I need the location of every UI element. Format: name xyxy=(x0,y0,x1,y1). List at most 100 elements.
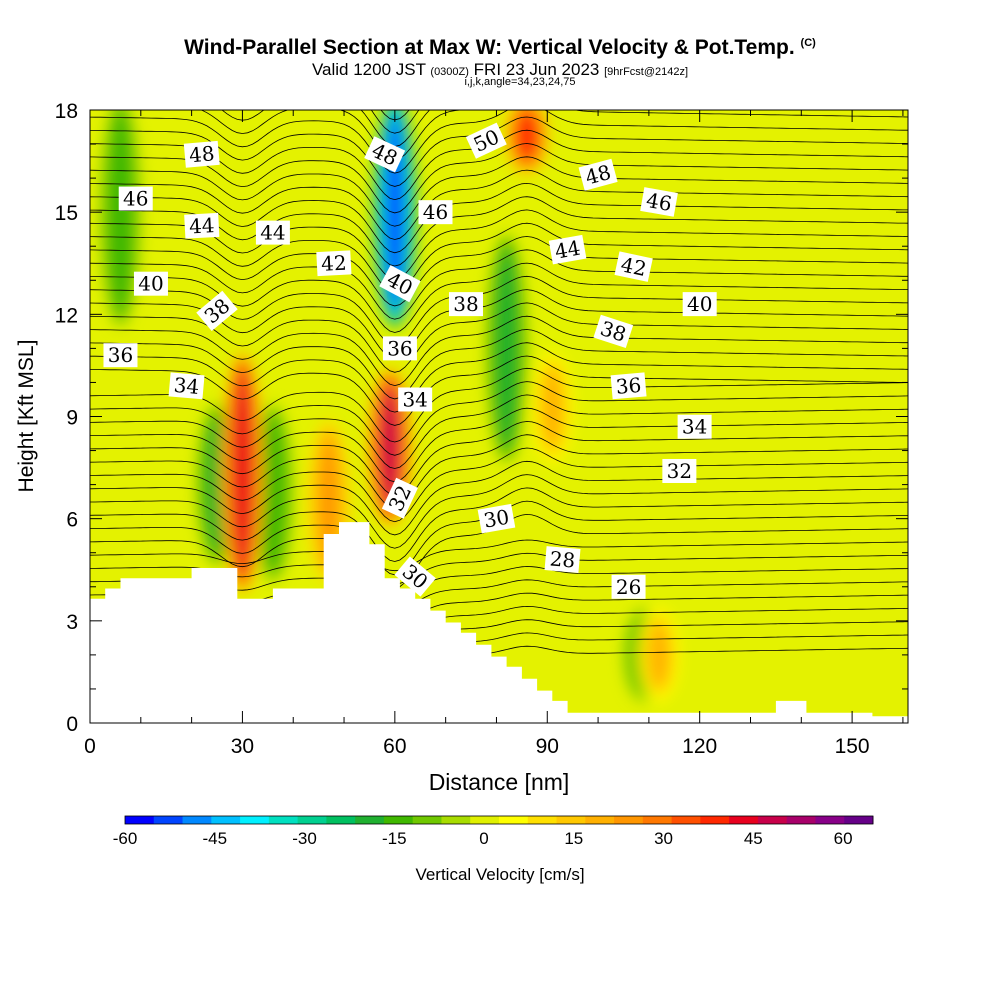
colorbar-swatch xyxy=(815,816,845,824)
theta-contour-line xyxy=(90,315,908,387)
theta-contour-line xyxy=(90,110,908,174)
theta-contour-line xyxy=(90,182,908,254)
contour-label-text: 36 xyxy=(108,343,133,367)
colorbar-tick-label: 60 xyxy=(834,829,853,848)
contour-label-box xyxy=(381,477,418,519)
forecast-info: [9hrFcst@2142z] xyxy=(604,66,689,78)
contour-label: 38 xyxy=(448,292,483,317)
chart-subtitle: Valid 1200 JST (0300Z) FRI 23 Jun 2023 [… xyxy=(0,60,1000,80)
colorbar-tick-label: 30 xyxy=(654,829,673,848)
colorbar-tick-label: -60 xyxy=(113,829,138,848)
contour-label-text: 44 xyxy=(188,213,215,238)
valid-date: FRI 23 Jun 2023 xyxy=(473,60,600,79)
theta-contour-line xyxy=(90,24,908,93)
theta-contour-line xyxy=(90,37,908,106)
x-axis-label: Distance [nm] xyxy=(429,769,570,795)
x-tick-label: 90 xyxy=(536,735,559,758)
theta-contour-line xyxy=(90,249,908,320)
contour-label: 32 xyxy=(662,458,697,483)
theta-contour-line xyxy=(221,110,431,147)
theta-contour-line xyxy=(90,11,908,80)
contour-label-box xyxy=(316,250,352,277)
contour-label-box xyxy=(614,251,653,282)
contour-label: 40 xyxy=(682,292,717,317)
theta-contour-line xyxy=(90,474,908,549)
contour-label-text: 34 xyxy=(402,387,427,411)
contour-label-text: 30 xyxy=(482,505,511,533)
y-tick-label: 0 xyxy=(66,713,78,736)
contour-label-box xyxy=(379,265,421,303)
theta-contour-line xyxy=(90,355,908,426)
y-tick-label: 18 xyxy=(55,100,78,123)
contour-label-box xyxy=(544,546,581,573)
updraft-core xyxy=(518,114,536,158)
contour-label-box xyxy=(382,336,417,361)
theta-contour-line xyxy=(90,0,908,40)
colorbar-swatch xyxy=(671,816,701,824)
colorbar-swatch xyxy=(412,816,442,824)
colorbar-swatch xyxy=(268,816,299,824)
theta-contour-line xyxy=(90,487,908,562)
contour-label-box xyxy=(183,140,220,168)
updraft-core xyxy=(233,369,251,576)
colorbar-label: Vertical Velocity [cm/s] xyxy=(415,865,584,884)
contour-label: 48 xyxy=(578,158,618,191)
contour-label-box xyxy=(364,136,406,173)
theta-contour-line xyxy=(90,460,908,536)
colorbar: -60 -45 -30 -15 0 15 30 45 60 xyxy=(113,815,874,848)
contour-label-text: 46 xyxy=(644,188,673,216)
colorbar-frame xyxy=(124,815,874,825)
colorbar-tick-label: -15 xyxy=(382,829,407,848)
contour-label: 46 xyxy=(118,186,153,211)
colorbar-tick-label: -45 xyxy=(202,829,227,848)
title-unit-mark: (C) xyxy=(800,37,816,49)
contour-label-text: 46 xyxy=(423,200,448,224)
theta-contour-line xyxy=(200,110,908,161)
contour-label-box xyxy=(418,200,453,225)
contour-label: 44 xyxy=(184,212,220,239)
theta-contour-line xyxy=(90,143,908,214)
contour-label-box xyxy=(168,372,205,400)
theta-contour-line xyxy=(90,0,908,54)
contour-label-box xyxy=(477,503,516,534)
contour-label-text: 40 xyxy=(138,272,163,296)
colorbar-swatch xyxy=(355,816,385,824)
contour-label-text: 34 xyxy=(173,373,200,399)
updraft-core xyxy=(650,624,668,685)
contour-label: 30 xyxy=(394,556,436,597)
chart-title-text: Wind-Parallel Section at Max W: Vertical… xyxy=(184,36,795,59)
theta-contour-line xyxy=(90,434,908,509)
y-tick-label: 12 xyxy=(55,304,78,327)
contour-label: 46 xyxy=(418,200,453,225)
x-tick-label: 30 xyxy=(231,735,254,758)
theta-contour-line xyxy=(90,169,908,240)
contour-label-box xyxy=(133,271,168,296)
theta-contour-line xyxy=(90,447,908,523)
x-tick-label: 120 xyxy=(682,735,717,758)
contour-label-text: 38 xyxy=(453,292,478,316)
contour-label: 42 xyxy=(316,250,352,277)
colorbar-swatch xyxy=(844,816,874,824)
colorbar-swatch xyxy=(211,816,241,824)
y-tick-label: 9 xyxy=(66,407,78,430)
theta-contour-line xyxy=(90,302,908,373)
contour-label-box xyxy=(548,234,587,265)
theta-contour-line xyxy=(90,236,908,307)
theta-contour-line xyxy=(90,367,908,443)
colorbar-swatch xyxy=(499,816,529,824)
theta-contour-line xyxy=(90,342,908,413)
contour-label-box xyxy=(682,292,717,317)
colorbar-swatch xyxy=(585,816,615,824)
colorbar-swatch xyxy=(125,816,155,824)
contour-label-text: 26 xyxy=(616,575,641,599)
theta-contour-line xyxy=(90,329,908,400)
contour-label: 36 xyxy=(382,336,417,361)
contour-label: 36 xyxy=(103,343,138,368)
contour-label-text: 44 xyxy=(553,236,582,264)
contour-label-box xyxy=(465,122,507,159)
contour-label-text: 36 xyxy=(615,373,642,399)
colorbar-swatch xyxy=(441,816,471,824)
